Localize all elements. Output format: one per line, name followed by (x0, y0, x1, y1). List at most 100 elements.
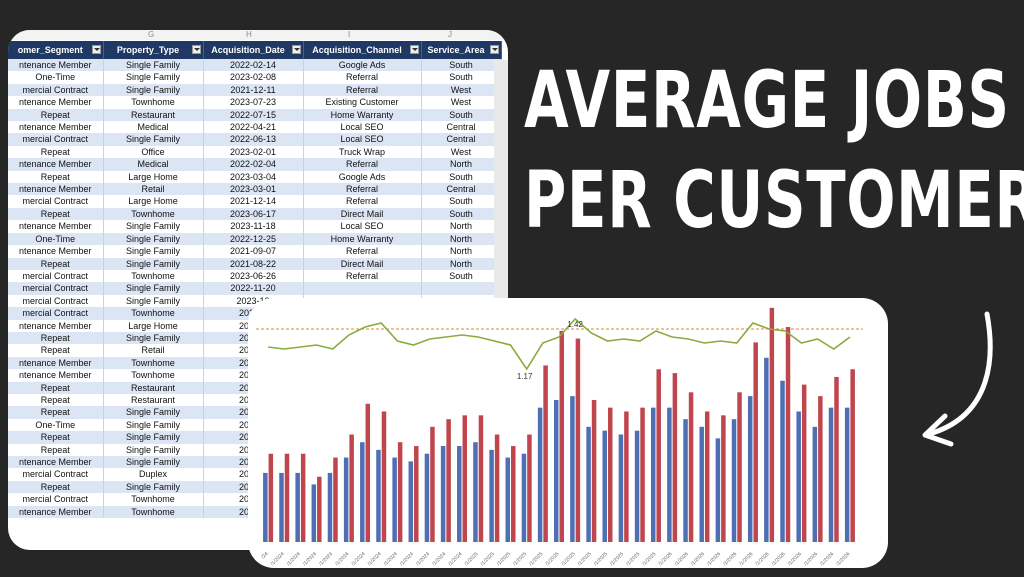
table-cell[interactable]: Repeat (8, 406, 104, 419)
header-customer-segment[interactable]: omer_Segment (8, 41, 104, 59)
table-cell[interactable]: Large Home (103, 319, 204, 332)
table-cell[interactable]: One-Time (8, 71, 104, 84)
table-cell[interactable]: Single Family (103, 59, 204, 72)
table-cell[interactable] (421, 282, 502, 295)
table-cell[interactable]: 2023-07-23 (203, 96, 304, 109)
table-cell[interactable]: ntenance Member (8, 220, 104, 233)
table-cell[interactable]: Medical (103, 158, 204, 171)
table-cell[interactable]: mercial Contract (8, 294, 104, 308)
table-cell[interactable]: 2023-06-17 (203, 207, 304, 221)
table-cell[interactable]: mercial Contract (8, 195, 104, 208)
table-cell[interactable]: Local SEO (303, 220, 422, 233)
table-cell[interactable]: North (421, 257, 502, 270)
table-cell[interactable]: Single Family (103, 245, 204, 258)
filter-dropdown-icon[interactable] (489, 45, 499, 54)
table-cell[interactable]: 2022-12-25 (203, 232, 304, 246)
table-cell[interactable]: South (421, 269, 502, 283)
table-cell[interactable]: mercial Contract (8, 468, 104, 481)
table-cell[interactable]: Repeat (8, 108, 104, 122)
table-cell[interactable]: ntenance Member (8, 319, 104, 332)
table-cell[interactable]: South (421, 195, 502, 208)
table-cell[interactable]: West (421, 145, 502, 159)
table-cell[interactable]: ntenance Member (8, 96, 104, 109)
table-cell[interactable]: Restaurant (103, 108, 204, 122)
table-cell[interactable]: Single Family (103, 133, 204, 146)
table-cell[interactable]: Referral (303, 183, 422, 196)
table-cell[interactable]: West (421, 96, 502, 109)
table-cell[interactable]: Townhome (103, 207, 204, 221)
table-cell[interactable]: Repeat (8, 431, 104, 444)
table-cell[interactable]: 2023-03-01 (203, 183, 304, 196)
table-cell[interactable]: Direct Mail (303, 257, 422, 270)
table-cell[interactable]: Google Ads (303, 170, 422, 184)
table-cell[interactable]: Local SEO (303, 121, 422, 134)
table-cell[interactable]: Central (421, 121, 502, 134)
table-cell[interactable]: Townhome (103, 96, 204, 109)
table-cell[interactable]: North (421, 232, 502, 246)
table-cell[interactable]: Repeat (8, 393, 104, 407)
table-cell[interactable]: 2021-09-07 (203, 245, 304, 258)
table-cell[interactable]: Restaurant (103, 381, 204, 394)
table-cell[interactable]: ntenance Member (8, 456, 104, 469)
table-cell[interactable]: 2023-06-26 (203, 269, 304, 283)
table-cell[interactable]: 2021-12-11 (203, 83, 304, 97)
table-cell[interactable]: Large Home (103, 170, 204, 184)
table-cell[interactable]: 2021-08-22 (203, 257, 304, 270)
table-cell[interactable]: South (421, 59, 502, 72)
table-cell[interactable]: Single Family (103, 71, 204, 84)
table-cell[interactable]: Single Family (103, 418, 204, 432)
table-cell[interactable]: Single Family (103, 431, 204, 444)
table-cell[interactable]: ntenance Member (8, 59, 104, 72)
table-cell[interactable]: South (421, 170, 502, 184)
table-cell[interactable]: Single Family (103, 406, 204, 419)
table-cell[interactable]: Single Family (103, 456, 204, 469)
table-cell[interactable]: Repeat (8, 344, 104, 357)
header-service-area[interactable]: Service_Area (421, 41, 502, 59)
table-cell[interactable]: Single Family (103, 294, 204, 308)
table-cell[interactable]: mercial Contract (8, 133, 104, 146)
table-cell[interactable]: ntenance Member (8, 245, 104, 258)
table-cell[interactable]: Townhome (103, 493, 204, 506)
table-cell[interactable]: South (421, 108, 502, 122)
table-cell[interactable]: South (421, 207, 502, 221)
table-cell[interactable]: Central (421, 133, 502, 146)
table-cell[interactable]: Truck Wrap (303, 145, 422, 159)
table-cell[interactable]: 2022-02-04 (203, 158, 304, 171)
table-cell[interactable]: Central (421, 183, 502, 196)
table-cell[interactable]: Repeat (8, 443, 104, 456)
filter-dropdown-icon[interactable] (91, 45, 101, 54)
table-cell[interactable]: Repeat (8, 170, 104, 184)
table-cell[interactable]: mercial Contract (8, 307, 104, 320)
table-cell[interactable]: 2022-11-20 (203, 282, 304, 295)
table-cell[interactable]: ntenance Member (8, 369, 104, 382)
table-cell[interactable]: North (421, 245, 502, 258)
table-cell[interactable]: 2022-06-13 (203, 133, 304, 146)
header-acquisition-channel[interactable]: Acquisition_Channel (303, 41, 422, 59)
table-cell[interactable]: mercial Contract (8, 282, 104, 295)
table-cell[interactable]: Referral (303, 71, 422, 84)
table-cell[interactable]: Large Home (103, 195, 204, 208)
table-cell[interactable]: One-Time (8, 418, 104, 432)
table-cell[interactable]: Townhome (103, 505, 204, 519)
table-cell[interactable]: Single Family (103, 83, 204, 97)
table-cell[interactable]: ntenance Member (8, 183, 104, 196)
table-cell[interactable]: Single Family (103, 220, 204, 233)
table-cell[interactable]: Referral (303, 83, 422, 97)
table-cell[interactable]: Single Family (103, 282, 204, 295)
table-cell[interactable]: Townhome (103, 369, 204, 382)
table-cell[interactable]: Referral (303, 195, 422, 208)
header-property-type[interactable]: Property_Type (103, 41, 204, 59)
table-cell[interactable]: Townhome (103, 356, 204, 370)
table-cell[interactable]: Single Family (103, 257, 204, 270)
table-cell[interactable]: Single Family (103, 480, 204, 494)
table-cell[interactable]: mercial Contract (8, 493, 104, 506)
table-cell[interactable]: ntenance Member (8, 158, 104, 171)
table-cell[interactable]: Single Family (103, 232, 204, 246)
table-cell[interactable]: 2022-07-15 (203, 108, 304, 122)
table-cell[interactable]: Existing Customer (303, 96, 422, 109)
table-cell[interactable]: Repeat (8, 480, 104, 494)
table-cell[interactable] (303, 282, 422, 295)
filter-dropdown-icon[interactable] (409, 45, 419, 54)
table-cell[interactable]: Referral (303, 245, 422, 258)
table-cell[interactable]: ntenance Member (8, 356, 104, 370)
